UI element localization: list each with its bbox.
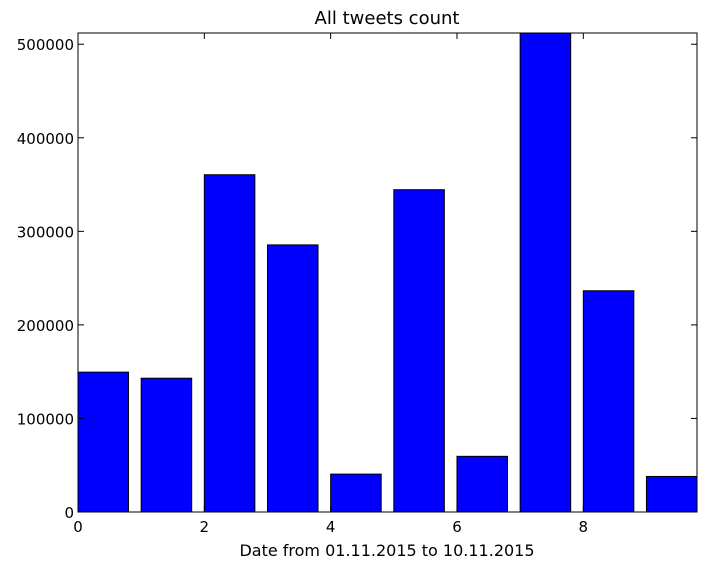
bar-8 [582, 290, 635, 513]
y-tick-label-1: 100000 [17, 410, 74, 428]
bar-5 [393, 189, 445, 513]
y-tick-label-5: 500000 [17, 36, 74, 54]
y-tick-label-2: 200000 [17, 317, 74, 335]
x-tick-label-1: 2 [200, 518, 210, 536]
bar-9 [645, 475, 698, 513]
x-tick-label-4: 8 [579, 518, 589, 536]
plot-frame [77, 32, 698, 513]
x-axis-label: Date from 01.11.2015 to 10.11.2015 [239, 541, 534, 560]
bar-0 [77, 371, 130, 513]
bar-7 [519, 32, 572, 513]
x-tick-label-2: 4 [326, 518, 336, 536]
bar-1 [140, 377, 193, 513]
bar-2 [203, 174, 256, 513]
x-tick-label-3: 6 [452, 518, 462, 536]
chart-title: All tweets count [315, 8, 460, 29]
bar-4 [330, 473, 382, 513]
y-tick-label-4: 400000 [17, 130, 74, 148]
ticks-layer: 0 2 4 6 8 0 100000 200000 300000 400000 500000 [17, 33, 697, 536]
x-tick-label-0: 0 [73, 518, 83, 536]
bar-6 [456, 455, 509, 513]
y-tick-label-3: 300000 [17, 223, 74, 241]
y-tick-label-0: 0 [64, 504, 74, 522]
bars-layer [77, 32, 698, 513]
bar-3 [266, 244, 319, 513]
